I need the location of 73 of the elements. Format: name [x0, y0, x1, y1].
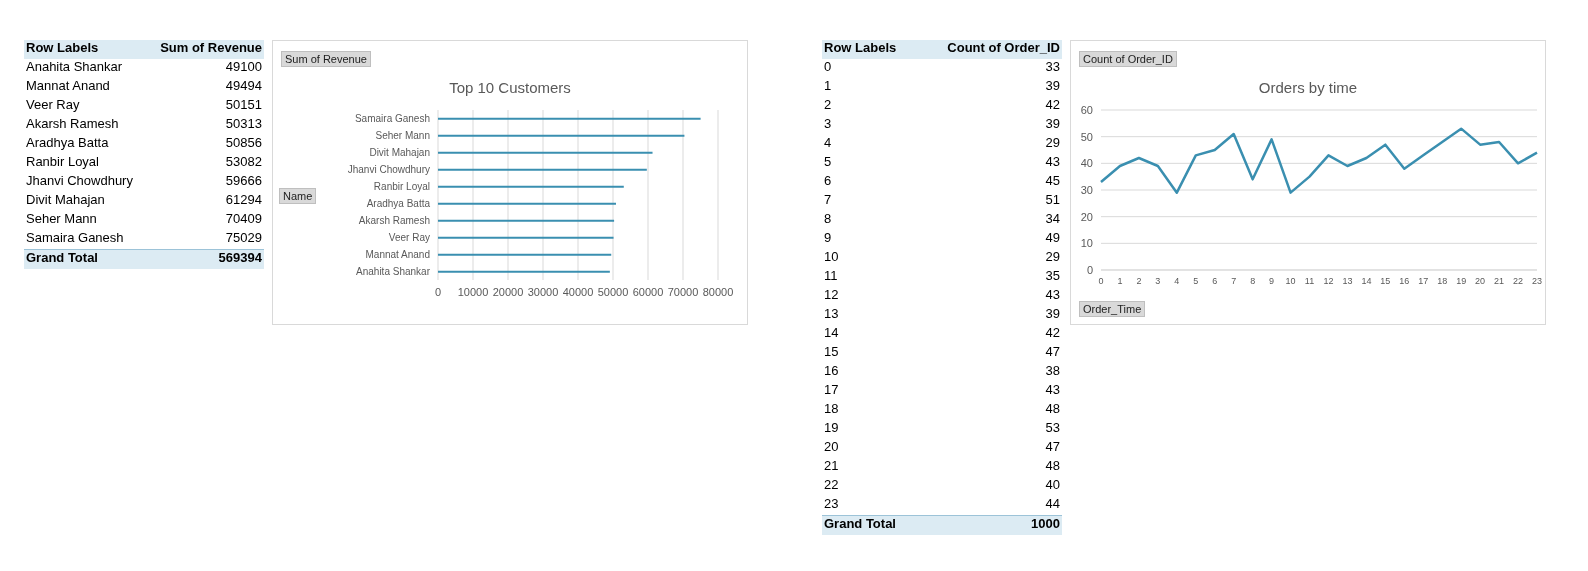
table-total-row: Grand Total 569394 — [24, 249, 264, 269]
y-tick-label: Mannat Anand — [365, 249, 430, 261]
y-tick-label: Ranbir Loyal — [373, 181, 430, 193]
x-tick-label: 19 — [1456, 276, 1467, 287]
axis-field-button: Order_Time — [1079, 301, 1146, 317]
bar — [438, 168, 647, 171]
x-tick-label: 6 — [1212, 276, 1218, 287]
bar — [438, 202, 616, 205]
x-tick-label: 7 — [1231, 276, 1237, 287]
y-tick-label: 30 — [1080, 183, 1093, 196]
x-tick-label: 0 — [434, 285, 442, 298]
y-tick-label: 0 — [1086, 263, 1093, 276]
bar — [438, 270, 610, 273]
x-tick-label: 50000 — [597, 285, 629, 298]
y-tick-label: 50 — [1080, 130, 1093, 143]
x-tick-label: 13 — [1342, 276, 1353, 287]
x-tick-label: 20 — [1475, 276, 1486, 287]
y-tick-label: Divit Mahajan — [369, 147, 430, 159]
table-total-row: Grand Total 1000 — [822, 515, 1062, 535]
value-field-button: Sum of Revenue — [281, 51, 371, 67]
x-tick-label: 10000 — [457, 285, 489, 298]
y-tick-label: 60 — [1080, 103, 1093, 116]
x-tick-label: 17 — [1418, 276, 1429, 287]
x-tick-label: 11 — [1304, 276, 1315, 287]
y-tick-label: Akarsh Ramesh — [358, 215, 430, 227]
x-tick-label: 23 — [1531, 276, 1543, 287]
x-tick-label: 16 — [1399, 276, 1410, 287]
y-tick-label: Samaira Ganesh — [354, 113, 430, 125]
bar — [438, 151, 653, 154]
x-tick-label: 2 — [1136, 276, 1142, 287]
x-tick-label: 9 — [1269, 276, 1275, 287]
x-tick-label: 21 — [1494, 276, 1505, 287]
line-series — [1099, 127, 1539, 194]
y-tick-label: Seher Mann — [375, 130, 430, 142]
y-tick-label: Anahita Shankar — [356, 266, 431, 278]
pivot-table: Row Labels Sum of Revenue Anahita Shankar 49100 Mannat Anand 49494 Veer Ray 50151 Akarsh Ramesh 50313 Aradhya Batta 50856 Ranbir Loyal 53082 Jhanvi Chowdhury 59666 Divit Mahajan 61294 Seher Mann 70409 Samaira Ganesh 75029 Grand Total 569394 — [24, 40, 264, 269]
pivot-table: Row Labels Count of Order_ID 0 33 1 39 2 42 3 39 4 29 5 43 6 45 7 51 8 34 9 49 10 29 11 35 12 43 13 39 14 42 15 47 16 38 17 43 18 48 19 53 20 47 21 48 22 40 23 44 Grand Total 1000 — [822, 40, 1062, 535]
x-tick-label: 40000 — [562, 285, 594, 298]
bar — [438, 236, 614, 239]
x-tick-label: 10 — [1285, 276, 1296, 287]
x-tick-label: 0 — [1098, 276, 1104, 287]
chart-title: Top 10 Customers — [448, 79, 572, 96]
table-header: Row Labels Count of Order_ID — [822, 40, 1062, 59]
y-tick-label: Jhanvi Chowdhury — [347, 164, 430, 176]
bar — [438, 134, 685, 137]
y-tick-label: 20 — [1080, 210, 1093, 223]
x-tick-label: 14 — [1361, 276, 1372, 287]
x-tick-label: 1 — [1117, 276, 1123, 287]
x-tick-label: 15 — [1380, 276, 1391, 287]
x-tick-label: 8 — [1250, 276, 1256, 287]
x-tick-label: 60000 — [632, 285, 664, 298]
x-tick-label: 70000 — [667, 285, 699, 298]
y-tick-label: Veer Ray — [388, 232, 430, 244]
x-tick-label: 4 — [1174, 276, 1180, 287]
x-tick-label: 22 — [1513, 276, 1524, 287]
y-tick-label: 10 — [1080, 237, 1093, 250]
x-tick-label: 80000 — [702, 285, 734, 298]
table-header: Row Labels Sum of Revenue — [24, 40, 264, 59]
y-tick-label: Aradhya Batta — [366, 198, 431, 210]
y-tick-label: 40 — [1080, 157, 1093, 170]
x-tick-label: 30000 — [527, 285, 559, 298]
chart-title: Orders by time — [1257, 79, 1359, 96]
x-tick-label: 5 — [1193, 276, 1199, 287]
bar — [438, 219, 615, 222]
value-field-button: Count of Order_ID — [1079, 51, 1177, 67]
x-tick-label: 12 — [1323, 276, 1334, 287]
bar — [438, 117, 701, 120]
x-tick-label: 3 — [1155, 276, 1161, 287]
bar — [438, 185, 624, 188]
x-tick-label: 20000 — [492, 285, 524, 298]
axis-field-button: Name — [279, 188, 317, 204]
bar — [438, 253, 612, 256]
x-tick-label: 18 — [1437, 276, 1448, 287]
